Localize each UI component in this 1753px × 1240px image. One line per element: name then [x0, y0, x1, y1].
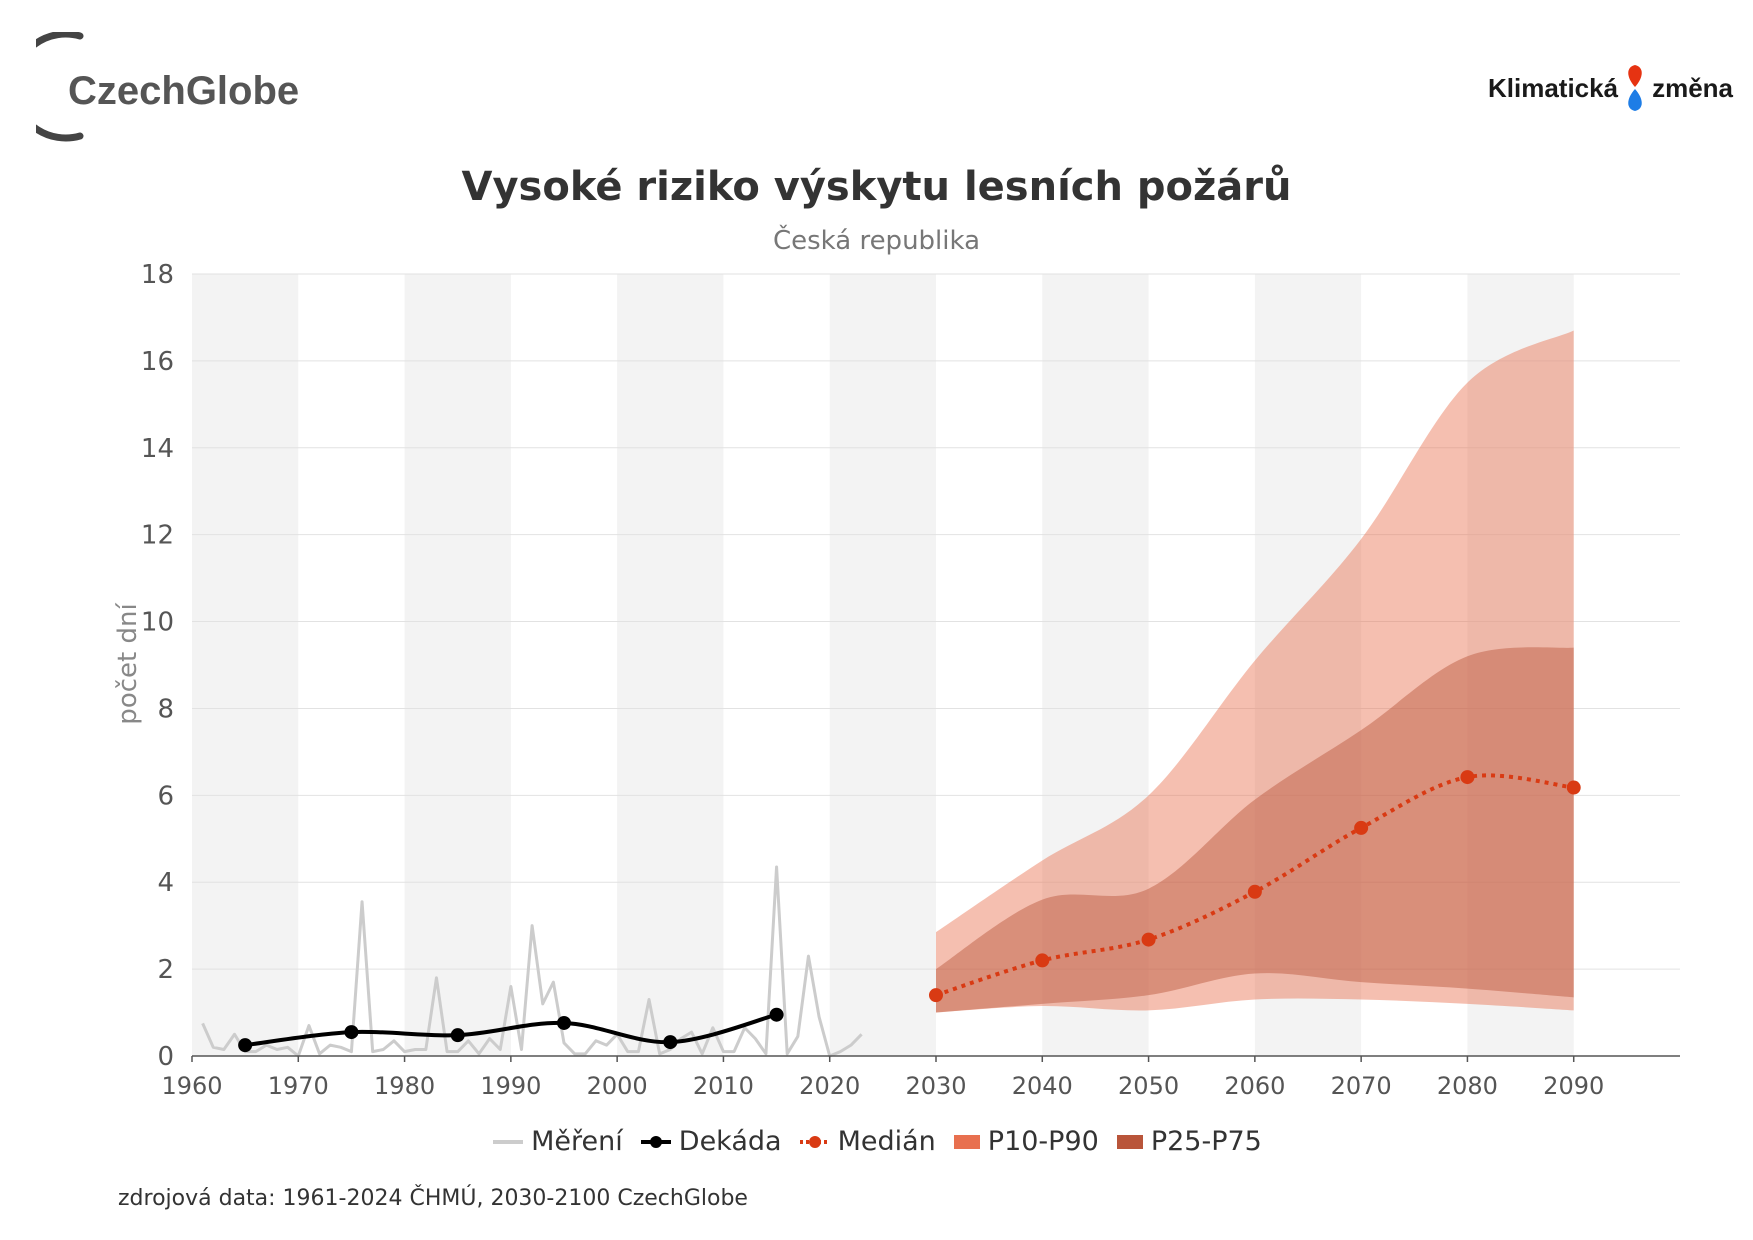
- legend-item-p10-p90: P10-P90: [952, 1126, 1099, 1157]
- decade-point: [769, 1007, 784, 1022]
- legend-label-dekada: Dekáda: [678, 1126, 782, 1157]
- p10-p90-band: [936, 330, 1574, 1013]
- x-tick-label: 2040: [1012, 1072, 1073, 1100]
- y-tick-label: 0: [157, 1042, 174, 1072]
- y-tick-label: 10: [141, 608, 174, 638]
- y-tick-label: 6: [157, 781, 174, 811]
- logo-word-zmena: změna: [1652, 72, 1733, 103]
- x-tick-label: 1990: [480, 1072, 541, 1100]
- legend-item-mereni: Měření: [491, 1126, 623, 1157]
- czechglobe-logo-text: CzechGlobe: [68, 69, 299, 113]
- decade-point: [663, 1035, 678, 1050]
- legend-label-mereni: Měření: [531, 1126, 623, 1157]
- legend-label-median: Medián: [837, 1126, 936, 1157]
- median-point: [1354, 820, 1369, 835]
- x-tick-label: 1960: [161, 1072, 222, 1100]
- decade-band: [617, 274, 724, 1056]
- legend: Měření Dekáda Medián P10-P90 P25-P75: [0, 1126, 1753, 1157]
- legend-item-dekada: Dekáda: [639, 1126, 782, 1157]
- y-tick-label: 18: [141, 260, 174, 290]
- x-tick-label: 2020: [799, 1072, 860, 1100]
- decade-band: [829, 274, 936, 1056]
- chart-subtitle: Česká republika: [772, 226, 981, 256]
- x-tick-label: 1970: [268, 1072, 329, 1100]
- x-tick-label: 2030: [905, 1072, 966, 1100]
- x-tick-label: 2090: [1543, 1072, 1604, 1100]
- y-tick-label: 12: [141, 521, 174, 551]
- median-point: [929, 988, 943, 1003]
- legend-item-p25-p75: P25-P75: [1115, 1126, 1262, 1157]
- x-tick-label: 2080: [1437, 1072, 1498, 1100]
- x-tick-label: 2070: [1331, 1072, 1392, 1100]
- decade-band: [192, 274, 299, 1056]
- chart-title: Vysoké riziko výskytu lesních požárů: [461, 164, 1292, 210]
- p25-p75-band: [936, 647, 1574, 1013]
- source-note: zdrojová data: 1961-2024 ČHMÚ, 2030-2100…: [118, 1186, 748, 1211]
- decade-line: [244, 1012, 778, 1048]
- x-tick-label: 2050: [1118, 1072, 1179, 1100]
- y-tick-label: 16: [141, 347, 174, 377]
- median-point: [1035, 953, 1050, 968]
- median-point: [1460, 770, 1475, 785]
- decade-point: [557, 1015, 571, 1030]
- decade-point: [238, 1038, 253, 1053]
- x-tick-label: 2000: [587, 1072, 648, 1100]
- x-tick-label: 2060: [1224, 1072, 1285, 1100]
- y-tick-label: 14: [141, 434, 174, 464]
- decade-point: [344, 1025, 359, 1040]
- x-tick-label: 1980: [374, 1072, 435, 1100]
- legend-item-median: Medián: [798, 1126, 936, 1157]
- median-point: [1247, 884, 1262, 899]
- legend-label-p25-p75: P25-P75: [1150, 1126, 1262, 1157]
- decade-band: [1042, 274, 1149, 1056]
- y-tick-label: 2: [157, 955, 174, 985]
- median-point: [1141, 932, 1156, 947]
- decade-band: [404, 274, 511, 1056]
- median-point: [1566, 780, 1581, 795]
- measurement-line: [201, 865, 863, 1058]
- drops-icon: [1628, 65, 1642, 111]
- decade-point: [450, 1028, 465, 1043]
- decade-band: [1467, 274, 1574, 1056]
- legend-label-p10-p90: P10-P90: [987, 1126, 1099, 1157]
- x-tick-label: 2010: [693, 1072, 754, 1100]
- klimaticka-zmena-logo: Klimatická změna: [1488, 60, 1733, 116]
- decade-band: [1254, 274, 1362, 1056]
- logo-word-klimaticka: Klimatická: [1488, 72, 1619, 103]
- y-tick-label: 4: [157, 868, 174, 898]
- y-axis-label: počet dní: [113, 603, 143, 725]
- y-tick-label: 8: [157, 694, 174, 724]
